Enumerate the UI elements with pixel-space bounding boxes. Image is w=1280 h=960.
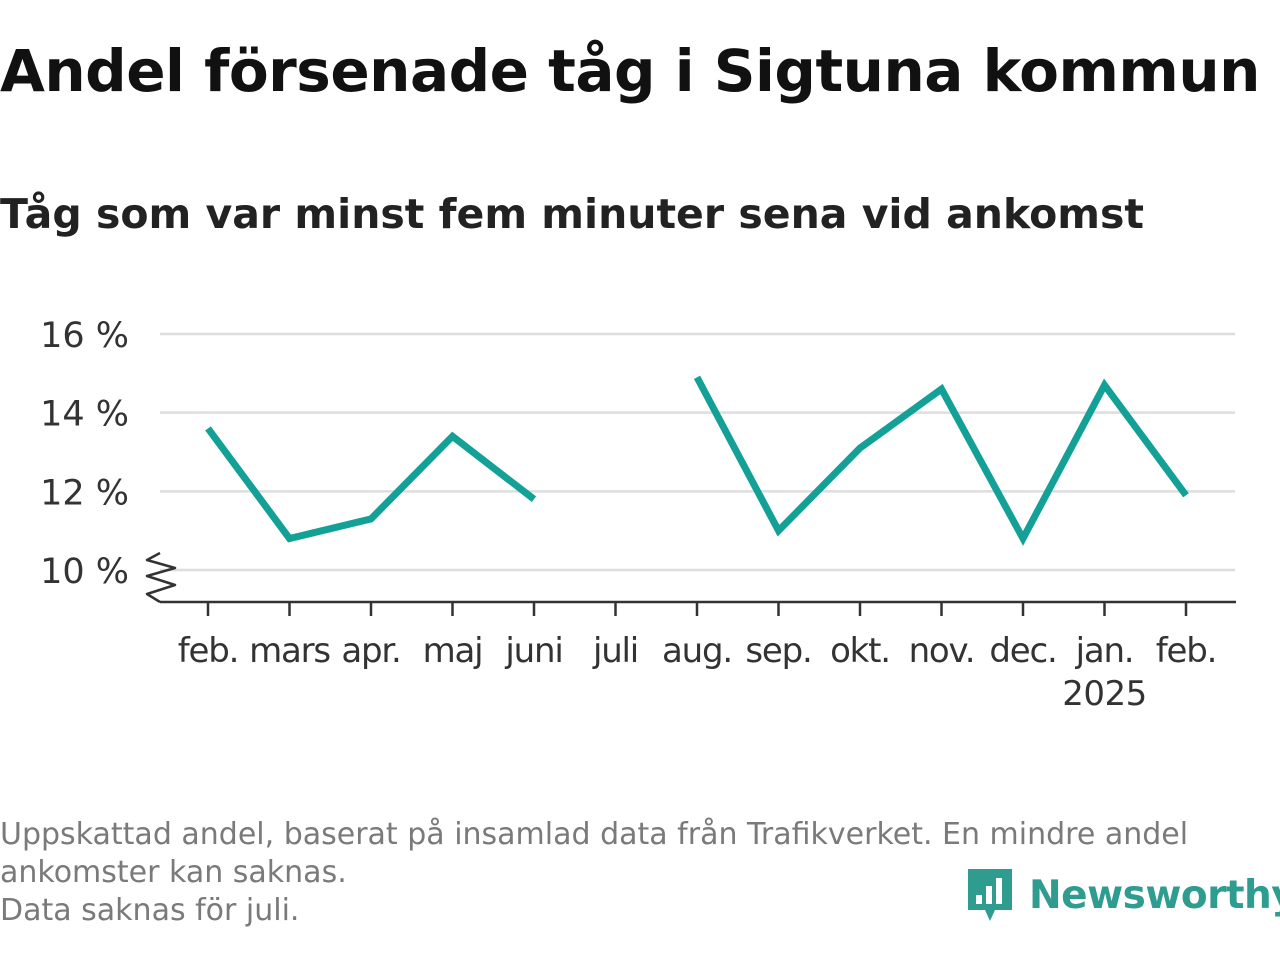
x-tick-label: sep. xyxy=(745,631,811,671)
x-tick-label: apr. xyxy=(341,631,400,671)
x-tick-label: maj xyxy=(423,631,483,671)
footnote: Uppskattad andel, baserat på insamlad da… xyxy=(0,816,1270,930)
y-axis-break-icon xyxy=(145,551,177,604)
x-tick-label: aug. xyxy=(662,631,732,671)
x-tick-label: feb. xyxy=(178,631,238,671)
x-tick-label: mars xyxy=(249,631,330,671)
brand-name: Newsworthy xyxy=(1029,872,1280,918)
x-tick-label: jan. xyxy=(1075,631,1134,671)
y-tick-label: 10 % xyxy=(40,552,129,592)
x-tick-label: feb. xyxy=(1156,631,1216,671)
footnote-line: ankomster kan saknas. xyxy=(0,855,347,890)
gridlines xyxy=(160,332,1235,572)
x-tick-label: juni xyxy=(504,631,562,671)
x-tick-label: okt. xyxy=(830,631,890,671)
chart-title: Andel försenade tåg i Sigtuna kommun xyxy=(0,37,1260,105)
brand-logo: Newsworthy xyxy=(965,866,1280,924)
line-chart: 10 % 12 % 14 % 16 % feb. mars apr. maj juni juli… xyxy=(40,316,1236,714)
y-tick-label: 14 % xyxy=(40,395,129,435)
x-tick-label: nov. xyxy=(909,631,975,671)
newsworthy-logo-icon xyxy=(968,869,1012,921)
y-axis-ticks: 10 % 12 % 14 % 16 % xyxy=(40,316,129,592)
series-line xyxy=(693,375,1189,546)
y-tick-label: 16 % xyxy=(40,316,129,356)
x-tick-label: juli xyxy=(592,631,638,671)
x-tick-label: dec. xyxy=(989,631,1056,671)
series-line xyxy=(205,426,537,543)
x-axis-ticks: feb. mars apr. maj juni juli aug. sep. okt. nov. d… xyxy=(178,602,1217,714)
y-tick-label: 12 % xyxy=(40,473,129,513)
x-tick-sublabel: 2025 xyxy=(1062,674,1147,714)
footnote-line: Data saknas för juli. xyxy=(0,893,300,928)
data-series xyxy=(205,375,1189,546)
chart-subtitle: Tåg som var minst fem minuter sena vid a… xyxy=(0,190,1145,238)
footnote-line: Uppskattad andel, baserat på insamlad da… xyxy=(0,817,1189,852)
